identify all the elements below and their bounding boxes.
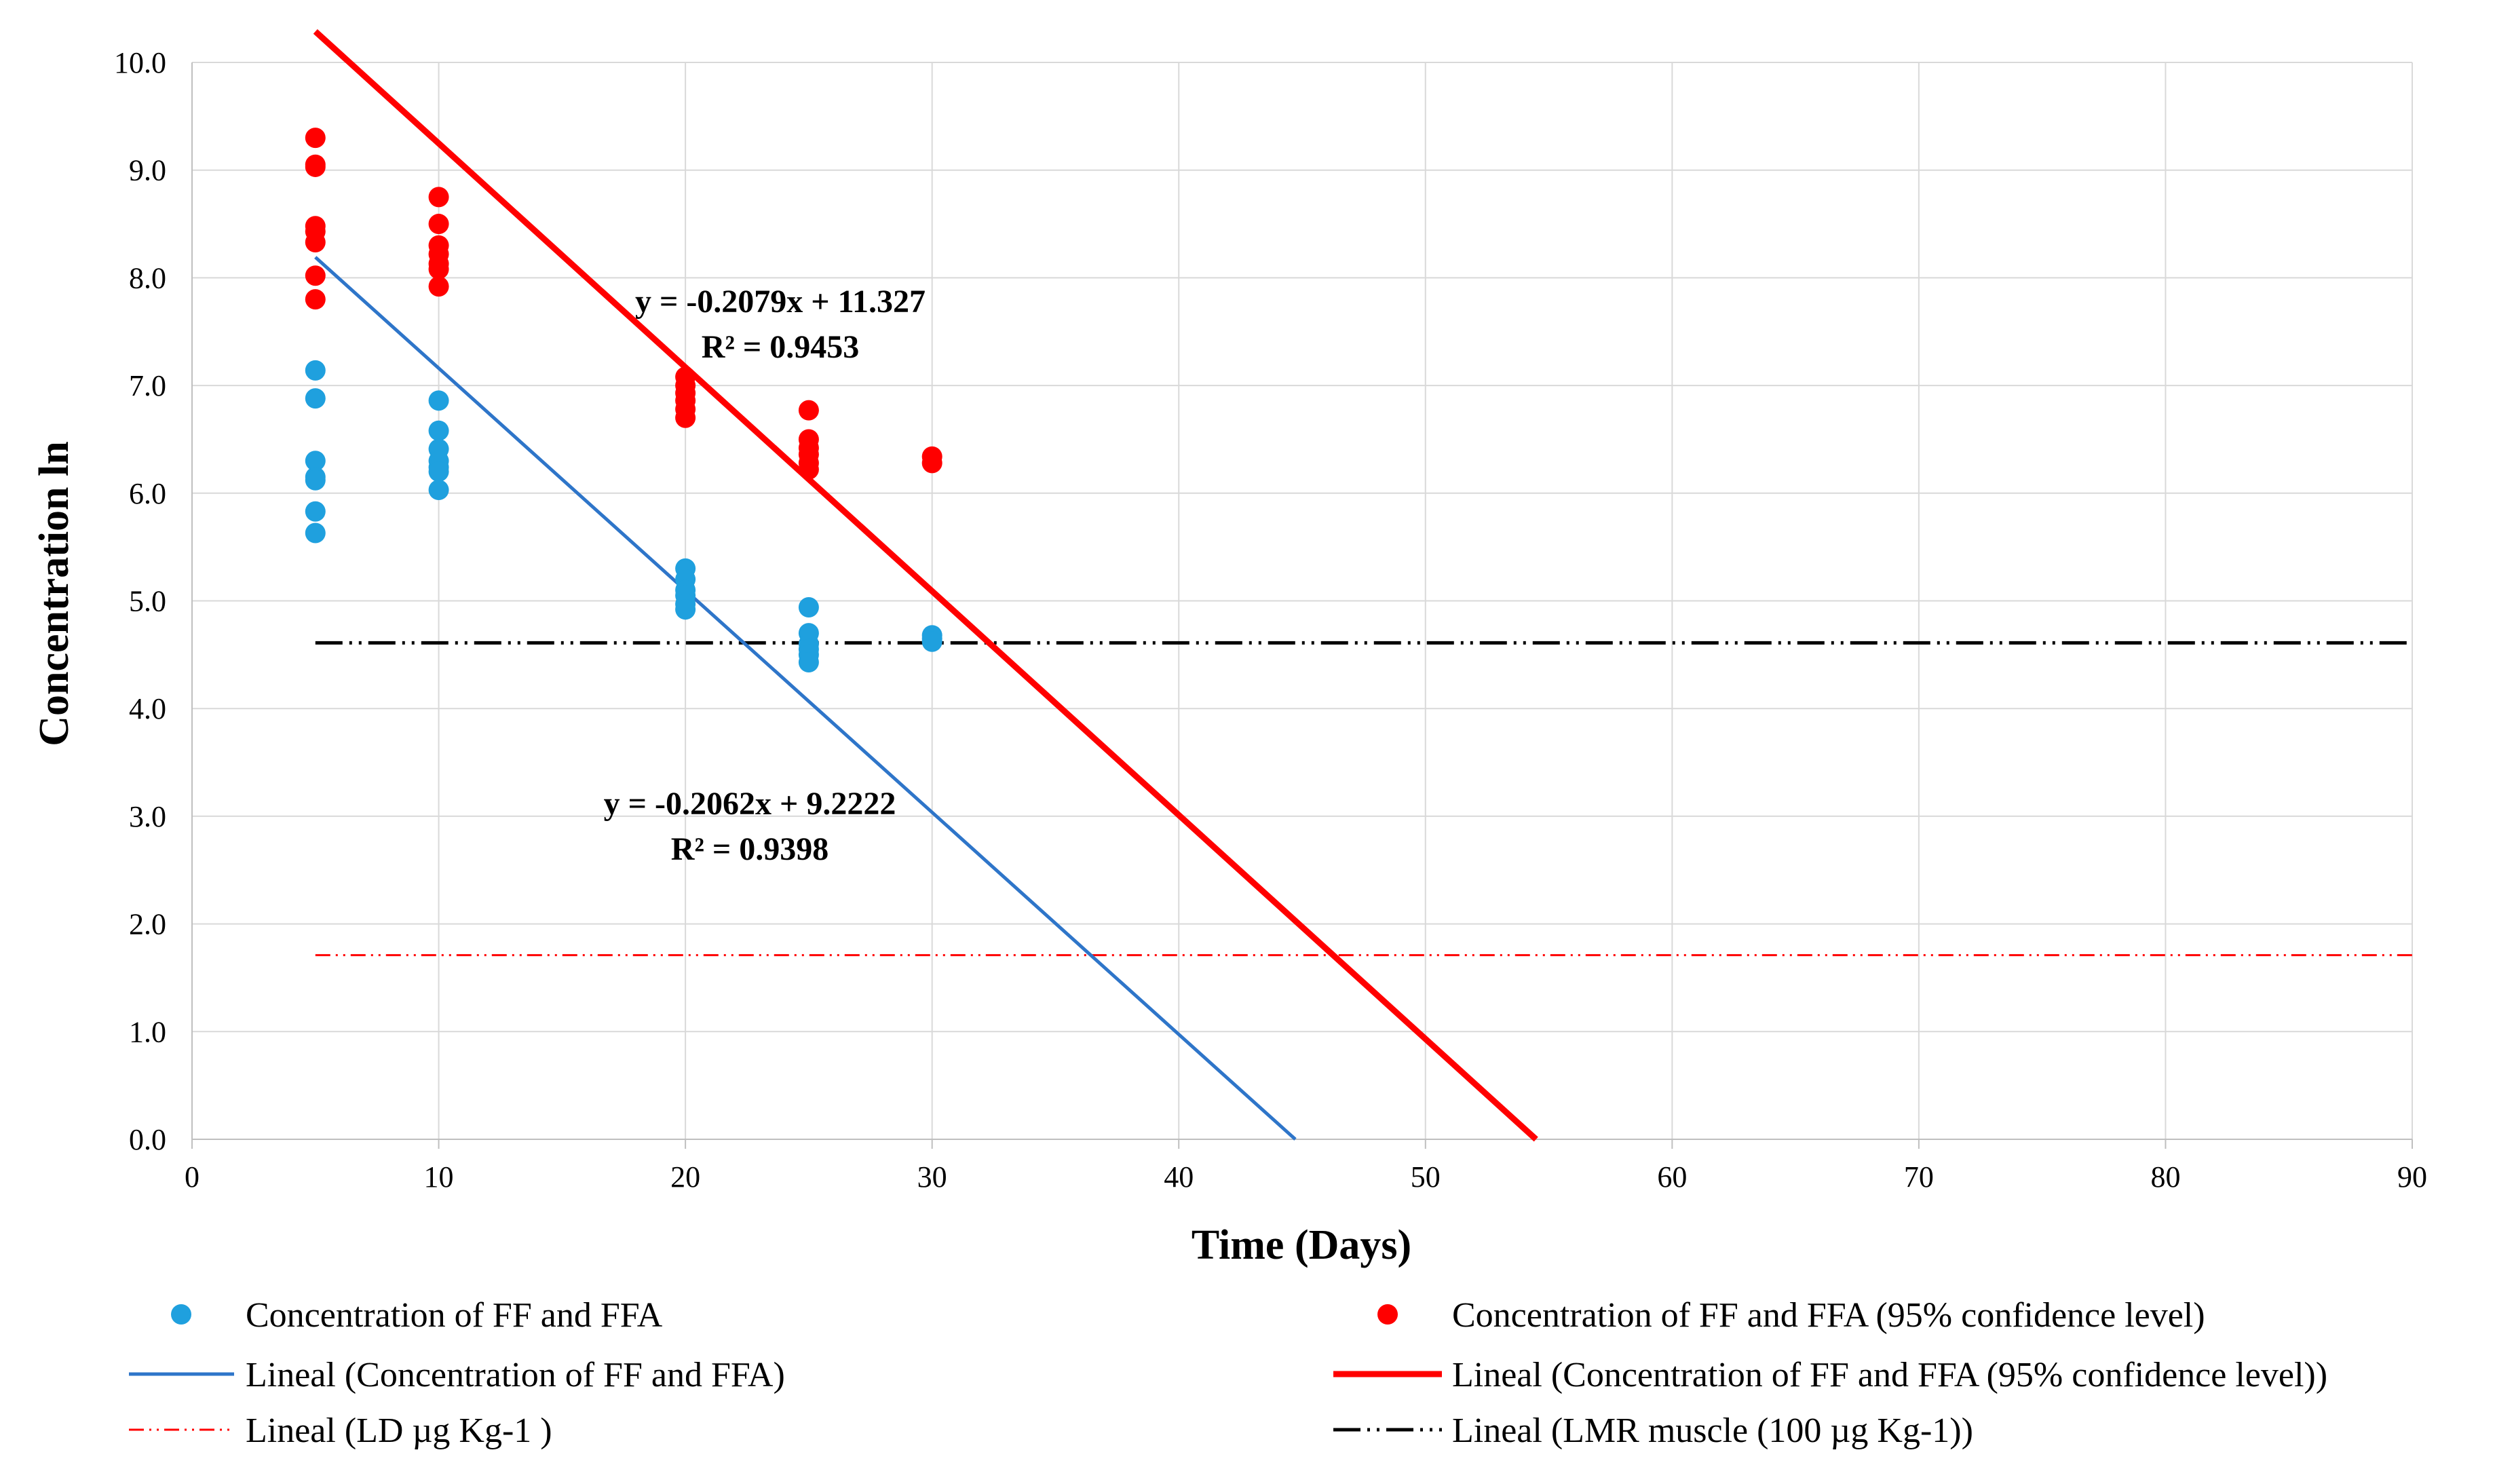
blue-data-point [921, 631, 942, 652]
legend-item-red-points: Concentration of FF and FFA (95% confide… [1377, 1296, 2205, 1335]
blue-data-point [798, 651, 819, 672]
x-tick-label: 20 [670, 1160, 700, 1194]
legend-item-red-trendline: Lineal (Concentration of FF and FFA (95%… [1333, 1356, 2327, 1394]
legend-item-ld-line: Lineal (LD µg Kg-1 ) [129, 1411, 552, 1450]
blue-data-point [305, 451, 326, 472]
red-data-point [798, 459, 819, 480]
r2-blue-trend: R² = 0.9398 [671, 831, 829, 867]
legend-item-blue-trendline: Lineal (Concentration of FF and FFA) [129, 1356, 785, 1394]
y-tick-label: 5.0 [129, 585, 166, 618]
trendlines [313, 29, 1538, 1142]
blue-data-point [305, 522, 326, 544]
x-tick-label: 60 [1657, 1160, 1687, 1194]
trendline-red [313, 29, 1538, 1142]
x-tick-label: 50 [1411, 1160, 1441, 1194]
x-tick-label: 90 [2397, 1160, 2427, 1194]
x-tick-label: 30 [917, 1160, 947, 1194]
blue-data-point [798, 597, 819, 618]
blue-data-point [305, 388, 326, 409]
legend-label-red-points: Concentration of FF and FFA (95% confide… [1452, 1296, 2205, 1335]
red-data-point [428, 214, 449, 235]
x-tick-label: 40 [1164, 1160, 1194, 1194]
red-data-point [305, 128, 326, 149]
legend-label-lmr-line: Lineal (LMR muscle (100 µg Kg-1)) [1452, 1411, 1973, 1450]
blue-data-point [428, 390, 449, 411]
y-tick-label: 0.0 [129, 1123, 166, 1156]
x-axis-title: Time (Days) [1192, 1222, 1411, 1268]
blue-data-point [428, 461, 449, 482]
legend-red-marker [1377, 1304, 1398, 1325]
legend: Concentration of FF and FFA Concentratio… [129, 1296, 2327, 1450]
y-axis-title: Concentration ln [31, 441, 77, 746]
red-data-point [305, 289, 326, 310]
red-data-point [675, 407, 696, 428]
trendline-blue [314, 256, 1297, 1141]
y-tick-label: 8.0 [129, 261, 166, 294]
y-tick-label: 6.0 [129, 477, 166, 510]
x-tick-label: 0 [185, 1160, 199, 1194]
y-tick-label: 7.0 [129, 369, 166, 402]
legend-item-lmr-line: Lineal (LMR muscle (100 µg Kg-1)) [1333, 1411, 1973, 1450]
red-data-point [305, 232, 326, 253]
red-data-point [428, 187, 449, 208]
x-tick-label: 70 [1904, 1160, 1934, 1194]
blue-data-point [428, 480, 449, 501]
r2-red-trend: R² = 0.9453 [702, 329, 859, 365]
y-tick-label: 4.0 [129, 692, 166, 725]
reference-lines [315, 641, 2412, 957]
blue-data-point [675, 599, 696, 620]
equation-red-trend: y = -0.2079x + 11.327 [635, 284, 926, 320]
red-data-point [798, 400, 819, 421]
y-tick-label: 2.0 [129, 908, 166, 941]
red-data-point [305, 156, 326, 177]
blue-data-point [305, 470, 326, 491]
tick-labels: 0.0 1.0 2.0 3.0 4.0 5.0 6.0 7.0 8.0 9.0 10.0 0 10 20 3… [114, 46, 2427, 1194]
legend-blue-marker [171, 1304, 191, 1325]
red-data-point [428, 276, 449, 297]
data-points [305, 128, 942, 672]
red-data-point [921, 453, 942, 474]
y-tick-label: 9.0 [129, 154, 166, 187]
equation-blue-trend: y = -0.2062x + 9.2222 [604, 786, 896, 822]
y-tick-label: 3.0 [129, 800, 166, 833]
y-tick-label: 1.0 [129, 1015, 166, 1048]
trendline-equations: y = -0.2079x + 11.327 R² = 0.9453 y = -0… [604, 284, 926, 867]
legend-item-blue-points: Concentration of FF and FFA [171, 1296, 663, 1335]
red-data-point [428, 259, 449, 280]
blue-data-point [428, 420, 449, 441]
legend-label-red-trendline: Lineal (Concentration of FF and FFA (95%… [1452, 1356, 2327, 1394]
legend-label-blue-trendline: Lineal (Concentration of FF and FFA) [246, 1356, 785, 1394]
x-tick-label: 10 [424, 1160, 454, 1194]
blue-data-point [305, 501, 326, 522]
legend-label-ld-line: Lineal (LD µg Kg-1 ) [246, 1411, 552, 1450]
red-data-point [305, 265, 326, 286]
y-tick-label: 10.0 [114, 46, 166, 79]
blue-data-point [305, 360, 326, 381]
grid [191, 62, 2413, 1149]
legend-label-blue-points: Concentration of FF and FFA [246, 1296, 663, 1335]
x-tick-label: 80 [2150, 1160, 2180, 1194]
